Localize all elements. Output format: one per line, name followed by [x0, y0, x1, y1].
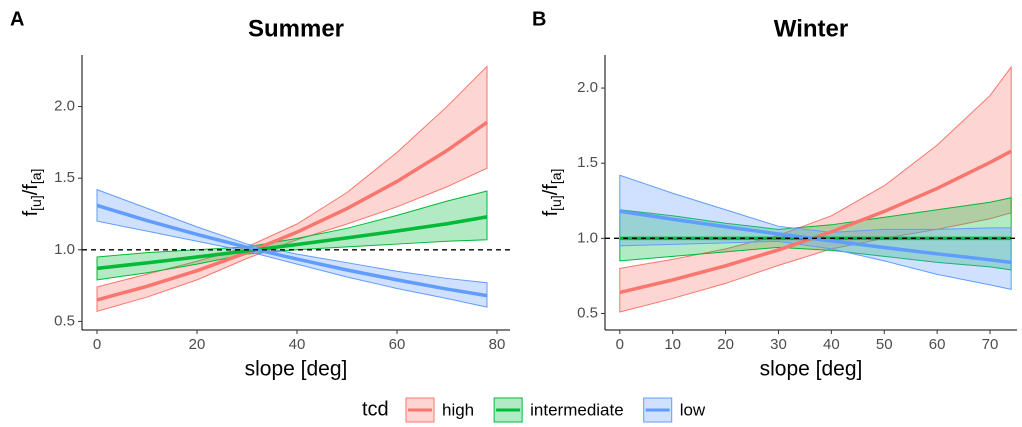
x-tick-label: 60: [389, 336, 406, 353]
chart-title: Winter: [774, 15, 848, 42]
x-tick-label: 40: [823, 336, 840, 353]
y-tick-label: 1.5: [54, 169, 75, 186]
y-axis-label-part: f: [540, 210, 562, 216]
confidence-band: [619, 174, 1012, 291]
confidence-band: [96, 65, 488, 313]
y-tick-label: 1.5: [577, 154, 598, 171]
x-tick-label: 20: [189, 336, 206, 353]
x-tick-label: 60: [929, 336, 946, 353]
y-axis-label-part: [u]: [548, 195, 564, 211]
y-tick-label: 1.0: [54, 241, 75, 258]
x-tick-label: 0: [93, 336, 101, 353]
x-axis-label: slope [deg]: [245, 358, 348, 381]
legend-label: high: [442, 400, 474, 419]
x-tick-label: 40: [289, 336, 306, 353]
y-axis-label: f[u]/f[a]: [540, 169, 563, 217]
y-axis-label-part: /f: [540, 184, 562, 196]
y-tick-label: 2.0: [54, 98, 75, 115]
legend-title: tcd: [362, 398, 389, 420]
y-axis-label-part: [a]: [548, 169, 564, 185]
y-axis-label-part: [a]: [28, 169, 44, 185]
y-axis-label: f[u]/f[a]: [20, 169, 43, 217]
series-line: [619, 209, 1012, 265]
y-axis-label-part: /f: [20, 184, 42, 196]
x-axis-label: slope [deg]: [760, 358, 863, 381]
y-axis-label-part: [u]: [28, 195, 44, 211]
y-tick-label: 0.5: [577, 304, 598, 321]
y-tick-label: 2.0: [577, 79, 598, 96]
series-line: [96, 203, 488, 298]
x-tick-label: 20: [717, 336, 734, 353]
legend-label: intermediate: [530, 400, 624, 419]
chart-title: Summer: [248, 15, 344, 42]
y-axis-label-part: f: [20, 210, 42, 216]
series-line: [619, 149, 1013, 295]
x-tick-label: 0: [616, 336, 624, 353]
x-tick-label: 10: [664, 336, 681, 353]
y-tick-label: 1.0: [577, 229, 598, 246]
series-line: [96, 215, 488, 271]
x-tick-label: 80: [489, 336, 506, 353]
x-tick-label: 70: [982, 336, 999, 353]
panel-label: A: [10, 8, 24, 30]
x-tick-label: 50: [876, 336, 893, 353]
series-line: [96, 120, 489, 302]
y-tick-label: 0.5: [54, 312, 75, 329]
x-tick-label: 30: [770, 336, 787, 353]
panel-label: B: [532, 8, 546, 30]
legend-label: low: [680, 400, 706, 419]
